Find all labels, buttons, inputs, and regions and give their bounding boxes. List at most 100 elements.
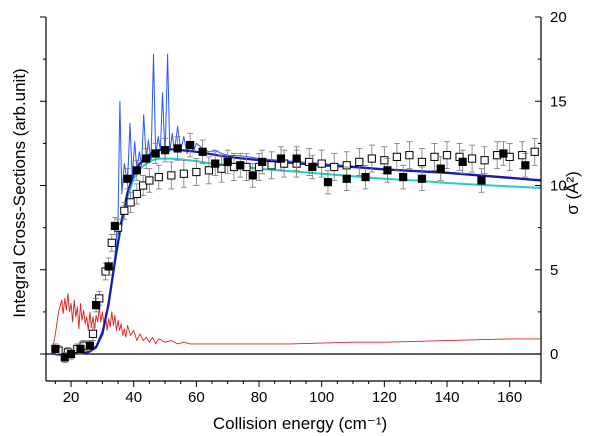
filled-square-marker [186, 140, 195, 150]
open-data-point [145, 168, 154, 193]
filled-square-marker [110, 221, 120, 231]
open-square-marker [530, 147, 539, 156]
x-axis-title: Collision energy (cm⁻¹) [213, 414, 387, 433]
filled-square-marker [399, 172, 408, 182]
filled-square-marker [292, 154, 301, 163]
open-data-point [455, 142, 464, 171]
filled-square-marker [92, 301, 101, 310]
right-tick-label: 15 [550, 93, 567, 110]
filled-data-point [104, 257, 113, 276]
x-tick-label: 140 [434, 389, 459, 406]
open-square-marker [120, 206, 129, 215]
filled-data-point [211, 151, 220, 176]
open-square-marker [480, 156, 489, 165]
open-square-marker [392, 152, 401, 161]
right-tick-label: 5 [550, 262, 558, 279]
open-data-point [405, 141, 414, 170]
filled-data-point [142, 148, 151, 170]
filled-square-marker [123, 174, 132, 183]
open-data-point [179, 159, 188, 188]
filled-square-marker [342, 174, 351, 183]
filled-square-marker [436, 164, 445, 173]
right-tick-label: 20 [550, 9, 567, 26]
open-square-marker [192, 167, 201, 177]
right-tick-label: 10 [550, 178, 567, 195]
y-axis-left-title: Integral Cross-Sections (arb.unit) [10, 68, 29, 317]
open-data-point [167, 161, 176, 190]
open-data-point [267, 151, 276, 180]
open-square-marker [317, 159, 326, 168]
filled-data-point [436, 156, 445, 181]
filled-data-point [173, 136, 182, 161]
open-data-point [154, 164, 163, 190]
open-square-marker [204, 166, 214, 175]
filled-data-point [85, 340, 94, 352]
open-data-point [518, 141, 527, 170]
open-data-point [467, 144, 477, 173]
filled-data-point [342, 166, 351, 191]
open-square-marker [217, 164, 226, 173]
open-data-point [120, 201, 129, 220]
filled-square-marker [66, 349, 76, 359]
filled-square-marker [308, 162, 317, 172]
plot-layer [46, 53, 542, 363]
open-square-marker [88, 329, 98, 338]
filled-square-marker [361, 172, 370, 182]
open-square-marker [267, 161, 276, 170]
open-data-point [392, 142, 401, 171]
open-data-point [204, 156, 214, 185]
red-theory-line [51, 292, 541, 351]
open-square-marker [405, 151, 414, 160]
filled-square-marker [521, 161, 530, 170]
axes-layer: 20 40 60 80 100 120 140 160 0 5 10 15 20 [40, 9, 567, 406]
filled-data-point [223, 149, 232, 175]
filled-square-marker [477, 176, 486, 185]
open-data-point [217, 154, 226, 183]
filled-data-point [383, 158, 392, 183]
x-tick-label: 100 [309, 389, 334, 406]
x-tick-label: 20 [63, 389, 80, 406]
open-data-point [139, 175, 148, 197]
filled-square-marker [223, 157, 232, 167]
right-tick-label: 0 [550, 346, 558, 363]
open-square-marker [330, 162, 339, 172]
open-square-marker [518, 151, 527, 160]
y-axis-right-title: σ (Å²) [563, 171, 582, 215]
filled-square-marker [323, 178, 333, 187]
open-square-marker [179, 169, 188, 178]
open-data-point [317, 149, 326, 178]
filled-square-marker [236, 161, 245, 170]
x-tick-label: 60 [188, 389, 205, 406]
filled-data-point [276, 146, 286, 171]
filled-square-marker [458, 157, 467, 167]
filled-square-marker [258, 157, 267, 167]
filled-data-point [66, 348, 76, 360]
filled-data-point [499, 141, 508, 166]
filled-data-point [151, 142, 160, 165]
open-square-marker [367, 154, 376, 163]
open-data-point [126, 191, 135, 213]
filled-square-marker [276, 154, 286, 163]
filled-square-marker [248, 171, 257, 180]
open-data-point [480, 146, 489, 175]
open-square-marker [145, 176, 154, 185]
filled-data-point [198, 139, 207, 165]
open-data-point [355, 148, 364, 176]
open-data-point [88, 326, 98, 341]
cyan-theory-line [52, 157, 542, 355]
filled-square-marker [173, 144, 182, 153]
filled-square-marker [417, 174, 427, 183]
open-data-point [280, 149, 289, 178]
open-square-marker [167, 171, 176, 180]
filled-square-marker [211, 159, 220, 168]
filled-data-point [123, 168, 132, 190]
open-data-point [192, 158, 201, 186]
filled-data-point [92, 298, 101, 313]
filled-data-point [361, 164, 370, 190]
filled-data-point [236, 153, 245, 178]
filled-data-point [248, 163, 257, 188]
filled-data-point [477, 168, 486, 193]
open-square-marker [132, 189, 141, 199]
open-data-point [107, 233, 116, 252]
